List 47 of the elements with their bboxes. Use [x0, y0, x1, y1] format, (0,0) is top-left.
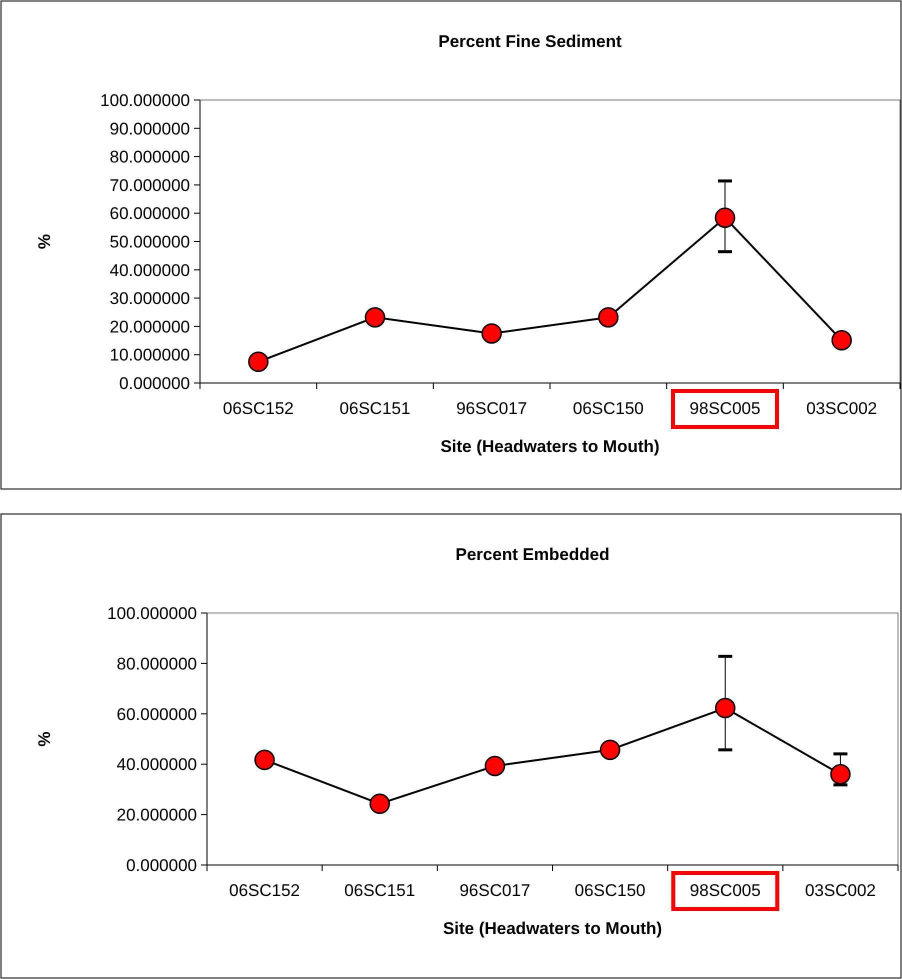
x-tick-label: 03SC002 — [806, 399, 878, 418]
point — [830, 764, 851, 785]
y-tick-label: 40.000000 — [116, 755, 197, 774]
chart-title: Percent Fine Sediment — [438, 32, 622, 51]
point — [484, 756, 506, 776]
y-tick-label: 20.000000 — [110, 317, 190, 336]
x-axis-title: Site (Headwaters to Mouth) — [440, 437, 660, 456]
point — [715, 698, 736, 718]
y-tick-label: 100.000000 — [107, 604, 197, 623]
y-tick-label: 30.000000 — [110, 289, 190, 308]
y-tick-label: 60.000000 — [116, 704, 197, 724]
x-tick-label: 96SC017 — [459, 881, 530, 900]
point — [364, 307, 386, 328]
y-tick-label: 40.000000 — [110, 260, 190, 280]
y-tick-label: 20.000000 — [116, 806, 197, 825]
x-tick-label: 98SC005 — [690, 881, 761, 900]
x-tick-label: 06SC151 — [340, 399, 410, 418]
chart-title: Percent Embedded — [456, 545, 610, 564]
x-tick-label: 06SC150 — [574, 881, 646, 900]
point — [831, 330, 852, 351]
x-tick-label: 96SC017 — [456, 399, 528, 418]
y-axis-title: % — [35, 234, 54, 250]
y-tick-label: 80.000000 — [110, 148, 190, 167]
y-tick-label: 90.000000 — [110, 119, 190, 138]
point — [370, 794, 390, 814]
y-tick-label: 100.000000 — [100, 90, 190, 110]
x-axis-title: Site (Headwaters to Mouth) — [442, 919, 662, 938]
x-tick-label: 98SC005 — [690, 399, 760, 418]
y-tick-label: 0.000000 — [126, 856, 197, 875]
point — [598, 307, 619, 328]
x-tick-label: 06SC150 — [572, 399, 644, 418]
y-tick-label: 80.000000 — [116, 654, 197, 674]
point — [481, 323, 502, 344]
y-tick-label: 0.000000 — [119, 374, 190, 393]
point — [248, 352, 269, 372]
y-tick-label: 10.000000 — [110, 346, 190, 365]
x-tick-label: 06SC152 — [229, 881, 300, 900]
y-tick-label: 70.000000 — [110, 176, 190, 195]
point — [600, 740, 620, 760]
point — [714, 207, 736, 228]
x-tick-label: 03SC002 — [804, 881, 876, 900]
y-tick-label: 60.000000 — [110, 204, 190, 224]
y-tick-label: 50.000000 — [110, 232, 190, 252]
x-tick-label: 06SC151 — [344, 881, 416, 900]
point — [254, 750, 275, 770]
x-tick-label: 06SC152 — [222, 399, 294, 418]
y-axis-title: % — [35, 731, 54, 747]
